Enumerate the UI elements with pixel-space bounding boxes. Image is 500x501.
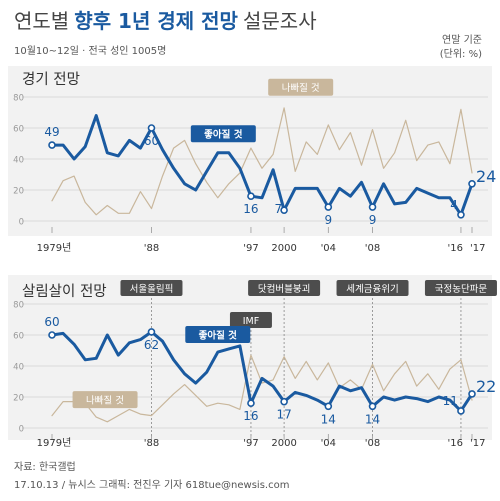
chart1-y-tick-label: 40 (13, 156, 24, 166)
chart1-x-tick-label: '88 (144, 243, 159, 254)
chart1-series-callout-label: 좋아질 것 (204, 129, 243, 141)
chart2-y-tick-label: 20 (13, 394, 24, 404)
chart1-marker (468, 180, 476, 188)
chart1-y-tick-label: 20 (13, 187, 24, 197)
chart1-value-label: 60 (144, 134, 159, 148)
chart1-x-tick-label: '08 (365, 243, 380, 254)
chart1-series-callout-label: 나빠질 것 (282, 82, 320, 94)
chart2-series-callout-box (185, 326, 251, 343)
chart1-marker (247, 192, 255, 200)
chart2-title: 살림살이 전망 (22, 283, 107, 300)
chart2-marker (48, 331, 56, 339)
chart1-y-tick-label: 80 (13, 94, 24, 104)
chart1-marker (457, 211, 465, 219)
chart2-x-tick-label: '88 (144, 438, 159, 449)
survey-subtitle: 10월10~12일 · 전국 성인 1005명 (14, 46, 167, 57)
source-note: 자료: 한국갤럽 (14, 462, 76, 473)
chart2-series-bad-line (51, 354, 473, 423)
credit-note: 17.10.13 / 뉴시스 그래픽: 전진우 기자 618tue@newsis… (14, 480, 290, 491)
chart1-marker (324, 203, 333, 211)
chart1-y-tick-label: 60 (13, 125, 24, 135)
chart2-value-label: 60 (44, 315, 59, 329)
chart2-event-badge (336, 280, 409, 296)
chart2-marker (468, 390, 476, 398)
chart1-x-tick-label: 2000 (271, 243, 296, 254)
chart2-event-label: 세계금융위기 (346, 283, 398, 295)
unit-note: 연말 기준 (단위: %) (440, 34, 482, 62)
page-title: 연도별 향후 1년 경제 전망 설문조사 (14, 5, 317, 34)
chart2-y-tick-label: 0 (19, 425, 24, 435)
chart1-value-label: 24 (476, 167, 496, 186)
chart2-x-tick-label: '16 (447, 438, 462, 449)
chart2-event-label: 닷컴버블붕괴 (258, 283, 310, 295)
chart1-y-tick-label: 0 (19, 218, 24, 228)
chart2-value-label: 22 (476, 377, 496, 396)
chart2-value-label: 11 (443, 394, 458, 408)
chart2-x-tick-label: '97 (243, 438, 258, 449)
chart2-value-label: 17 (276, 408, 291, 422)
chart2-event-badge (120, 280, 183, 296)
title-main: 향후 1년 경제 전망 (74, 9, 238, 33)
chart1-series-bad-line (51, 107, 473, 216)
unit-note-unit: (단위: %) (439, 49, 482, 60)
chart1-x-tick-label: 1979년 (37, 242, 72, 254)
chart1-series-callout-box (268, 78, 334, 96)
chart2-event-label: IMF (243, 316, 259, 327)
title-suffix: 설문조사 (243, 9, 317, 33)
chart2-value-label: 16 (243, 409, 258, 423)
chart1-marker (280, 206, 288, 214)
chart1-value-label: 9 (324, 213, 332, 227)
chart2-event-label: 국정농단파문 (435, 284, 488, 295)
chart1-value-label: 4 (450, 198, 458, 212)
chart1-title: 경기 전망 (22, 71, 80, 88)
chart2-marker (247, 399, 255, 408)
chart1-series-callout-box (190, 125, 256, 143)
chart1-x-tick-label: '97 (243, 243, 258, 254)
chart2-x-tick-label: '17 (470, 438, 485, 449)
chart1-x-tick-label: '17 (470, 243, 485, 254)
chart2-series-callout-label: 좋아질 것 (199, 330, 238, 342)
chart2-x-tick-label: 1979년 (37, 437, 72, 449)
chart1-marker (48, 141, 56, 149)
chart1-marker (368, 203, 377, 211)
chart2-event-badge (424, 280, 497, 296)
title-prefix: 연도별 (14, 9, 70, 33)
chart2-marker (280, 397, 288, 406)
chart2-x-tick-label: 2000 (271, 438, 296, 449)
chart2-event-badge (229, 312, 272, 328)
chart2-y-tick-label: 60 (13, 332, 24, 342)
chart1-value-label: 9 (369, 213, 377, 227)
chart2-marker (457, 407, 465, 415)
unit-note-basis: 연말 기준 (442, 35, 482, 46)
chart1-value-label: 49 (44, 125, 59, 139)
chart1-x-tick-label: '16 (447, 243, 462, 254)
chart1-group: 0 20 40 60 80 경기 전망 49 60 16 7 9 9 4 24 좋아질 것 나빠질 것 1979… (8, 66, 496, 254)
chart2-event-badge (248, 280, 321, 296)
chart2-value-label: 14 (321, 412, 336, 426)
chart2-value-label: 62 (144, 338, 159, 352)
chart2-series-callout-box (72, 391, 138, 409)
chart2-marker (368, 402, 377, 411)
chart2-value-label: 14 (365, 412, 380, 426)
chart2-y-tick-label: 40 (13, 363, 24, 373)
chart1-marker (147, 124, 156, 132)
chart2-y-tick-label: 80 (13, 301, 24, 311)
chart1-value-label: 7 (274, 202, 282, 216)
chart1-value-label: 16 (243, 202, 258, 216)
chart2-x-tick-label: '04 (321, 438, 336, 449)
chart2-series-callout-label: 나빠질 것 (86, 395, 124, 407)
chart1-series-good-line (50, 114, 474, 217)
chart2-event-label: 서울올림픽 (130, 283, 174, 295)
chart1-x-tick-label: '04 (321, 243, 336, 254)
chart2-marker (324, 402, 333, 411)
chart2-x-tick-label: '08 (365, 438, 380, 449)
chart2-series-good-line (50, 330, 474, 413)
chart2-marker (147, 328, 156, 336)
